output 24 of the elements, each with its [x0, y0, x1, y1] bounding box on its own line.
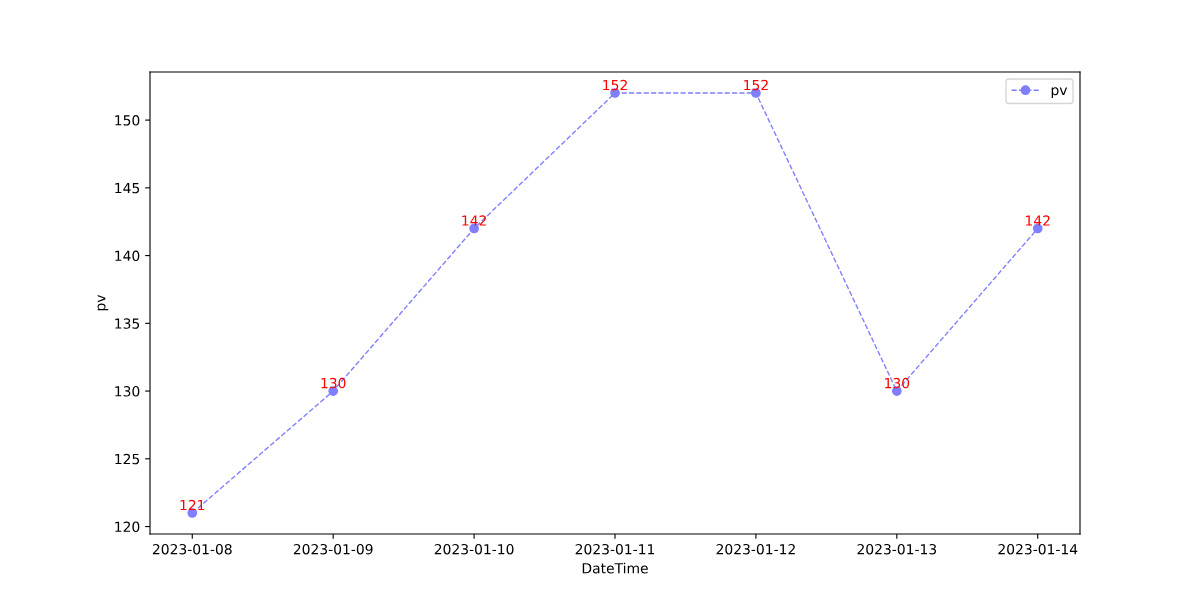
y-tick-label: 120: [115, 521, 140, 533]
y-axis-title: pv: [97, 294, 109, 311]
x-tick-label: 2023-01-09: [293, 543, 373, 555]
y-tick-label: 140: [115, 250, 140, 262]
data-label: 142: [462, 215, 486, 226]
x-tick-label: 2023-01-13: [857, 543, 937, 555]
data-label: 152: [603, 79, 627, 91]
legend-label: pv: [1051, 87, 1068, 98]
data-label: 121: [180, 499, 205, 511]
x-tick-label: 2023-01-08: [152, 543, 232, 555]
data-label: 142: [1026, 215, 1050, 226]
data-label: 152: [744, 79, 768, 91]
x-tick-label: 2023-01-14: [998, 543, 1078, 555]
y-tick-label: 125: [115, 453, 140, 465]
y-tick-label: 130: [115, 386, 140, 397]
x-axis-title: DateTime: [582, 562, 648, 574]
y-tick-label: 145: [115, 182, 140, 194]
data-label: 130: [885, 377, 910, 389]
x-tick-label: 2023-01-11: [575, 543, 655, 555]
data-label: 130: [321, 377, 346, 389]
x-tick-label: 2023-01-10: [434, 543, 514, 555]
x-tick-label: 2023-01-12: [716, 543, 795, 555]
y-tick-label: 150: [115, 115, 140, 126]
y-tick-label: 135: [115, 318, 140, 329]
